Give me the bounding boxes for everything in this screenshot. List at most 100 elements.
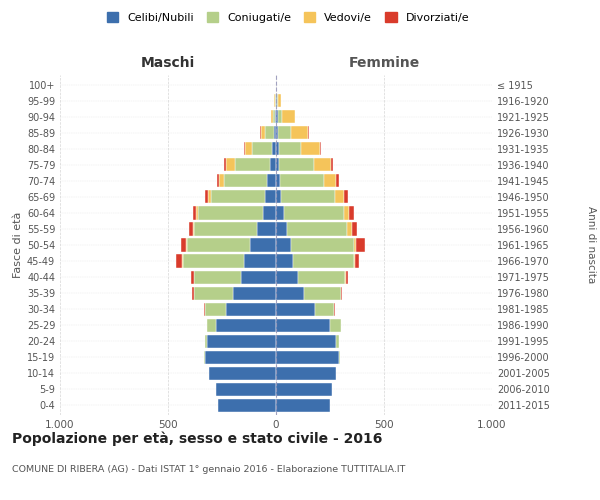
Bar [337, 174, 338, 188]
Bar [345, 270, 346, 283]
Bar [188, 222, 193, 235]
Bar [278, 110, 283, 124]
Bar [224, 174, 268, 188]
Bar [291, 238, 354, 252]
Bar [276, 350, 338, 364]
Bar [215, 383, 276, 396]
Bar [194, 222, 257, 235]
Bar [337, 334, 338, 348]
Bar [355, 254, 359, 268]
Bar [252, 142, 272, 156]
Bar [283, 110, 295, 124]
Bar [193, 222, 194, 235]
Bar [276, 94, 277, 107]
Bar [276, 222, 287, 235]
Bar [347, 222, 352, 235]
Bar [250, 238, 276, 252]
Bar [235, 158, 269, 172]
Bar [315, 302, 334, 316]
Bar [275, 110, 276, 124]
Text: Popolazione per età, sesso e stato civile - 2016: Popolazione per età, sesso e stato civil… [12, 431, 382, 446]
Bar [198, 206, 263, 220]
Bar [273, 110, 275, 124]
Bar [354, 254, 355, 268]
Bar [276, 254, 293, 268]
Bar [244, 142, 245, 156]
Bar [208, 190, 211, 203]
Bar [207, 318, 215, 332]
Bar [205, 334, 207, 348]
Bar [356, 238, 365, 252]
Bar [276, 158, 279, 172]
Bar [211, 190, 265, 203]
Text: Maschi: Maschi [141, 56, 195, 70]
Bar [334, 302, 335, 316]
Bar [233, 286, 276, 300]
Bar [354, 238, 356, 252]
Bar [194, 270, 241, 283]
Bar [287, 222, 347, 235]
Bar [268, 174, 276, 188]
Bar [349, 206, 354, 220]
Text: Femmine: Femmine [349, 56, 419, 70]
Bar [207, 334, 276, 348]
Bar [276, 334, 337, 348]
Bar [298, 270, 345, 283]
Bar [276, 110, 278, 124]
Bar [241, 270, 276, 283]
Bar [205, 190, 208, 203]
Bar [192, 286, 194, 300]
Legend: Celibi/Nubili, Coniugati/e, Vedovi/e, Divorziati/e: Celibi/Nubili, Coniugati/e, Vedovi/e, Di… [103, 8, 473, 28]
Bar [209, 366, 276, 380]
Bar [181, 238, 187, 252]
Bar [261, 126, 265, 140]
Y-axis label: Fasce di età: Fasce di età [13, 212, 23, 278]
Bar [194, 286, 233, 300]
Bar [276, 206, 284, 220]
Bar [276, 174, 280, 188]
Bar [338, 350, 340, 364]
Bar [260, 126, 261, 140]
Bar [187, 238, 250, 252]
Bar [276, 142, 279, 156]
Bar [271, 110, 273, 124]
Bar [280, 174, 323, 188]
Bar [279, 142, 301, 156]
Bar [272, 142, 276, 156]
Bar [335, 190, 344, 203]
Bar [346, 270, 349, 283]
Bar [217, 174, 219, 188]
Bar [203, 302, 205, 316]
Bar [331, 158, 333, 172]
Bar [224, 158, 226, 172]
Bar [269, 158, 276, 172]
Bar [183, 254, 244, 268]
Bar [276, 318, 330, 332]
Bar [330, 318, 341, 332]
Bar [191, 270, 194, 283]
Bar [276, 238, 291, 252]
Bar [344, 206, 349, 220]
Bar [276, 190, 281, 203]
Bar [293, 254, 354, 268]
Bar [245, 142, 252, 156]
Bar [314, 158, 331, 172]
Bar [341, 286, 342, 300]
Bar [257, 222, 276, 235]
Bar [278, 94, 281, 107]
Bar [284, 206, 344, 220]
Bar [226, 302, 276, 316]
Bar [276, 126, 278, 140]
Bar [196, 206, 198, 220]
Bar [276, 270, 298, 283]
Bar [215, 318, 276, 332]
Bar [193, 206, 196, 220]
Bar [182, 254, 183, 268]
Bar [276, 383, 332, 396]
Bar [218, 399, 276, 412]
Bar [276, 302, 315, 316]
Bar [203, 350, 205, 364]
Bar [320, 142, 322, 156]
Bar [274, 126, 276, 140]
Bar [276, 399, 330, 412]
